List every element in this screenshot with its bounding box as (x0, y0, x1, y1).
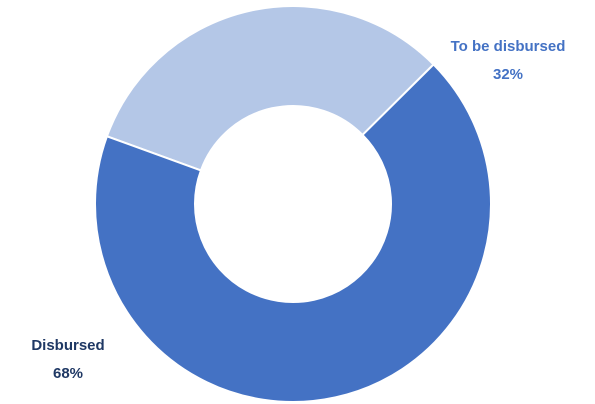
slice-value-disbursed: 68% (53, 365, 83, 382)
slice-disbursed (94, 63, 492, 403)
slices-group (94, 5, 492, 403)
slice-label-to-be-disbursed: To be disbursed (451, 38, 566, 55)
slice-value-to-be-disbursed: 32% (493, 66, 523, 83)
slice-to-be-disbursed (105, 5, 435, 172)
slice-label-disbursed: Disbursed (31, 337, 104, 354)
